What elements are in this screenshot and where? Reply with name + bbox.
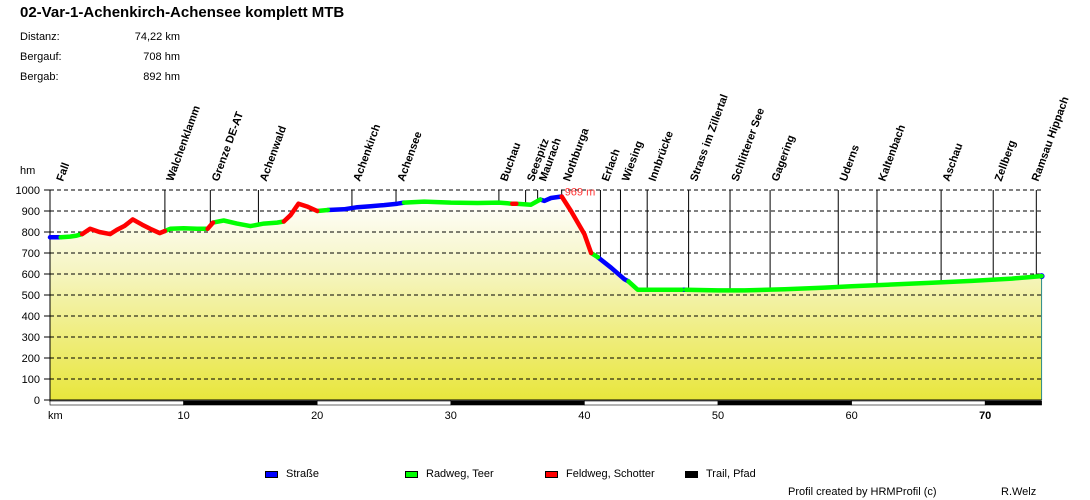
- svg-text:30: 30: [445, 410, 457, 422]
- svg-text:969 m: 969 m: [565, 187, 596, 199]
- svg-text:Grenze DE-AT: Grenze DE-AT: [210, 110, 246, 183]
- stat-value: 708 hm: [143, 51, 180, 63]
- svg-text:20: 20: [311, 410, 323, 422]
- grid-lines: [50, 189, 1042, 380]
- stat-ascent: Bergauf: 708 hm: [20, 51, 180, 63]
- svg-text:100: 100: [22, 374, 40, 386]
- svg-text:Gagering: Gagering: [770, 134, 798, 183]
- svg-text:300: 300: [22, 332, 40, 344]
- legend-swatch: [405, 470, 418, 478]
- route-surface-series: [47, 194, 1045, 293]
- svg-text:900: 900: [22, 206, 40, 218]
- legend-label: Radweg, Teer: [426, 468, 494, 480]
- svg-text:Aschau: Aschau: [941, 142, 966, 183]
- svg-text:40: 40: [578, 410, 590, 422]
- svg-text:Schlitterer See: Schlitterer See: [730, 107, 768, 184]
- axis-labels: 0 100 200 300 400 500 600 700 800 900 1000 hm 10 20 30…: [16, 165, 992, 422]
- svg-text:800: 800: [22, 227, 40, 239]
- elevation-area-fill: [50, 196, 1043, 400]
- svg-text:400: 400: [22, 311, 40, 323]
- footer-author: R.Welz: [1001, 486, 1037, 498]
- svg-text:hm: hm: [20, 165, 35, 177]
- stat-descent: Bergab: 892 hm: [20, 71, 180, 83]
- svg-text:Nothburga: Nothburga: [561, 126, 592, 183]
- svg-text:600: 600: [22, 269, 40, 281]
- svg-text:700: 700: [22, 248, 40, 260]
- stat-label: Distanz:: [20, 31, 60, 43]
- legend-swatch: [545, 470, 558, 478]
- legend-item-feldweg: Feldweg, Schotter: [545, 468, 655, 480]
- svg-text:Buchau: Buchau: [498, 141, 523, 183]
- svg-text:60: 60: [845, 410, 857, 422]
- svg-text:Zellberg: Zellberg: [993, 139, 1019, 183]
- stat-label: Bergauf:: [20, 51, 62, 63]
- svg-text:200: 200: [22, 353, 40, 365]
- svg-text:Achensee: Achensee: [396, 130, 425, 183]
- legend-item-strasse: Straße: [265, 468, 319, 480]
- svg-text:Walchenklamm: Walchenklamm: [164, 104, 203, 183]
- stat-value: 892 hm: [143, 71, 180, 83]
- svg-text:Strass im Zillertal: Strass im Zillertal: [688, 93, 731, 183]
- stat-distance: Distanz: 74,22 km: [20, 31, 180, 43]
- svg-text:km: km: [48, 410, 63, 422]
- svg-text:Innbrücke: Innbrücke: [647, 130, 676, 184]
- legend-swatch: [685, 470, 698, 478]
- stat-value: 74,22 km: [134, 31, 180, 43]
- svg-text:Achenwald: Achenwald: [258, 124, 289, 183]
- svg-text:70: 70: [979, 410, 991, 422]
- legend-label: Trail, Pfad: [706, 468, 756, 480]
- legend-item-trail: Trail, Pfad: [685, 468, 756, 480]
- svg-text:Ramsau Hippach: Ramsau Hippach: [1030, 95, 1072, 183]
- svg-text:1000: 1000: [16, 185, 40, 197]
- svg-text:Achenkirch: Achenkirch: [351, 122, 383, 183]
- svg-text:Uderns: Uderns: [838, 143, 862, 183]
- legend-label: Feldweg, Schotter: [566, 468, 655, 480]
- legend-item-radweg: Radweg, Teer: [405, 468, 494, 480]
- axes: [44, 189, 1042, 406]
- svg-text:Wiesing: Wiesing: [620, 139, 646, 183]
- svg-text:500: 500: [22, 290, 40, 302]
- chart-title: 02-Var-1-Achenkirch-Achensee komplett MT…: [20, 4, 345, 21]
- svg-text:Kaltenbach: Kaltenbach: [877, 123, 909, 183]
- legend-swatch: [265, 470, 278, 478]
- svg-text:0: 0: [34, 395, 40, 407]
- svg-text:Erlach: Erlach: [600, 147, 623, 183]
- svg-text:50: 50: [712, 410, 724, 422]
- footer-credit: Profil created by HRMProfil (c): [788, 486, 937, 498]
- stat-label: Bergab:: [20, 71, 59, 83]
- legend-label: Straße: [286, 468, 320, 480]
- svg-text:Fall: Fall: [55, 161, 73, 183]
- svg-text:10: 10: [177, 410, 189, 422]
